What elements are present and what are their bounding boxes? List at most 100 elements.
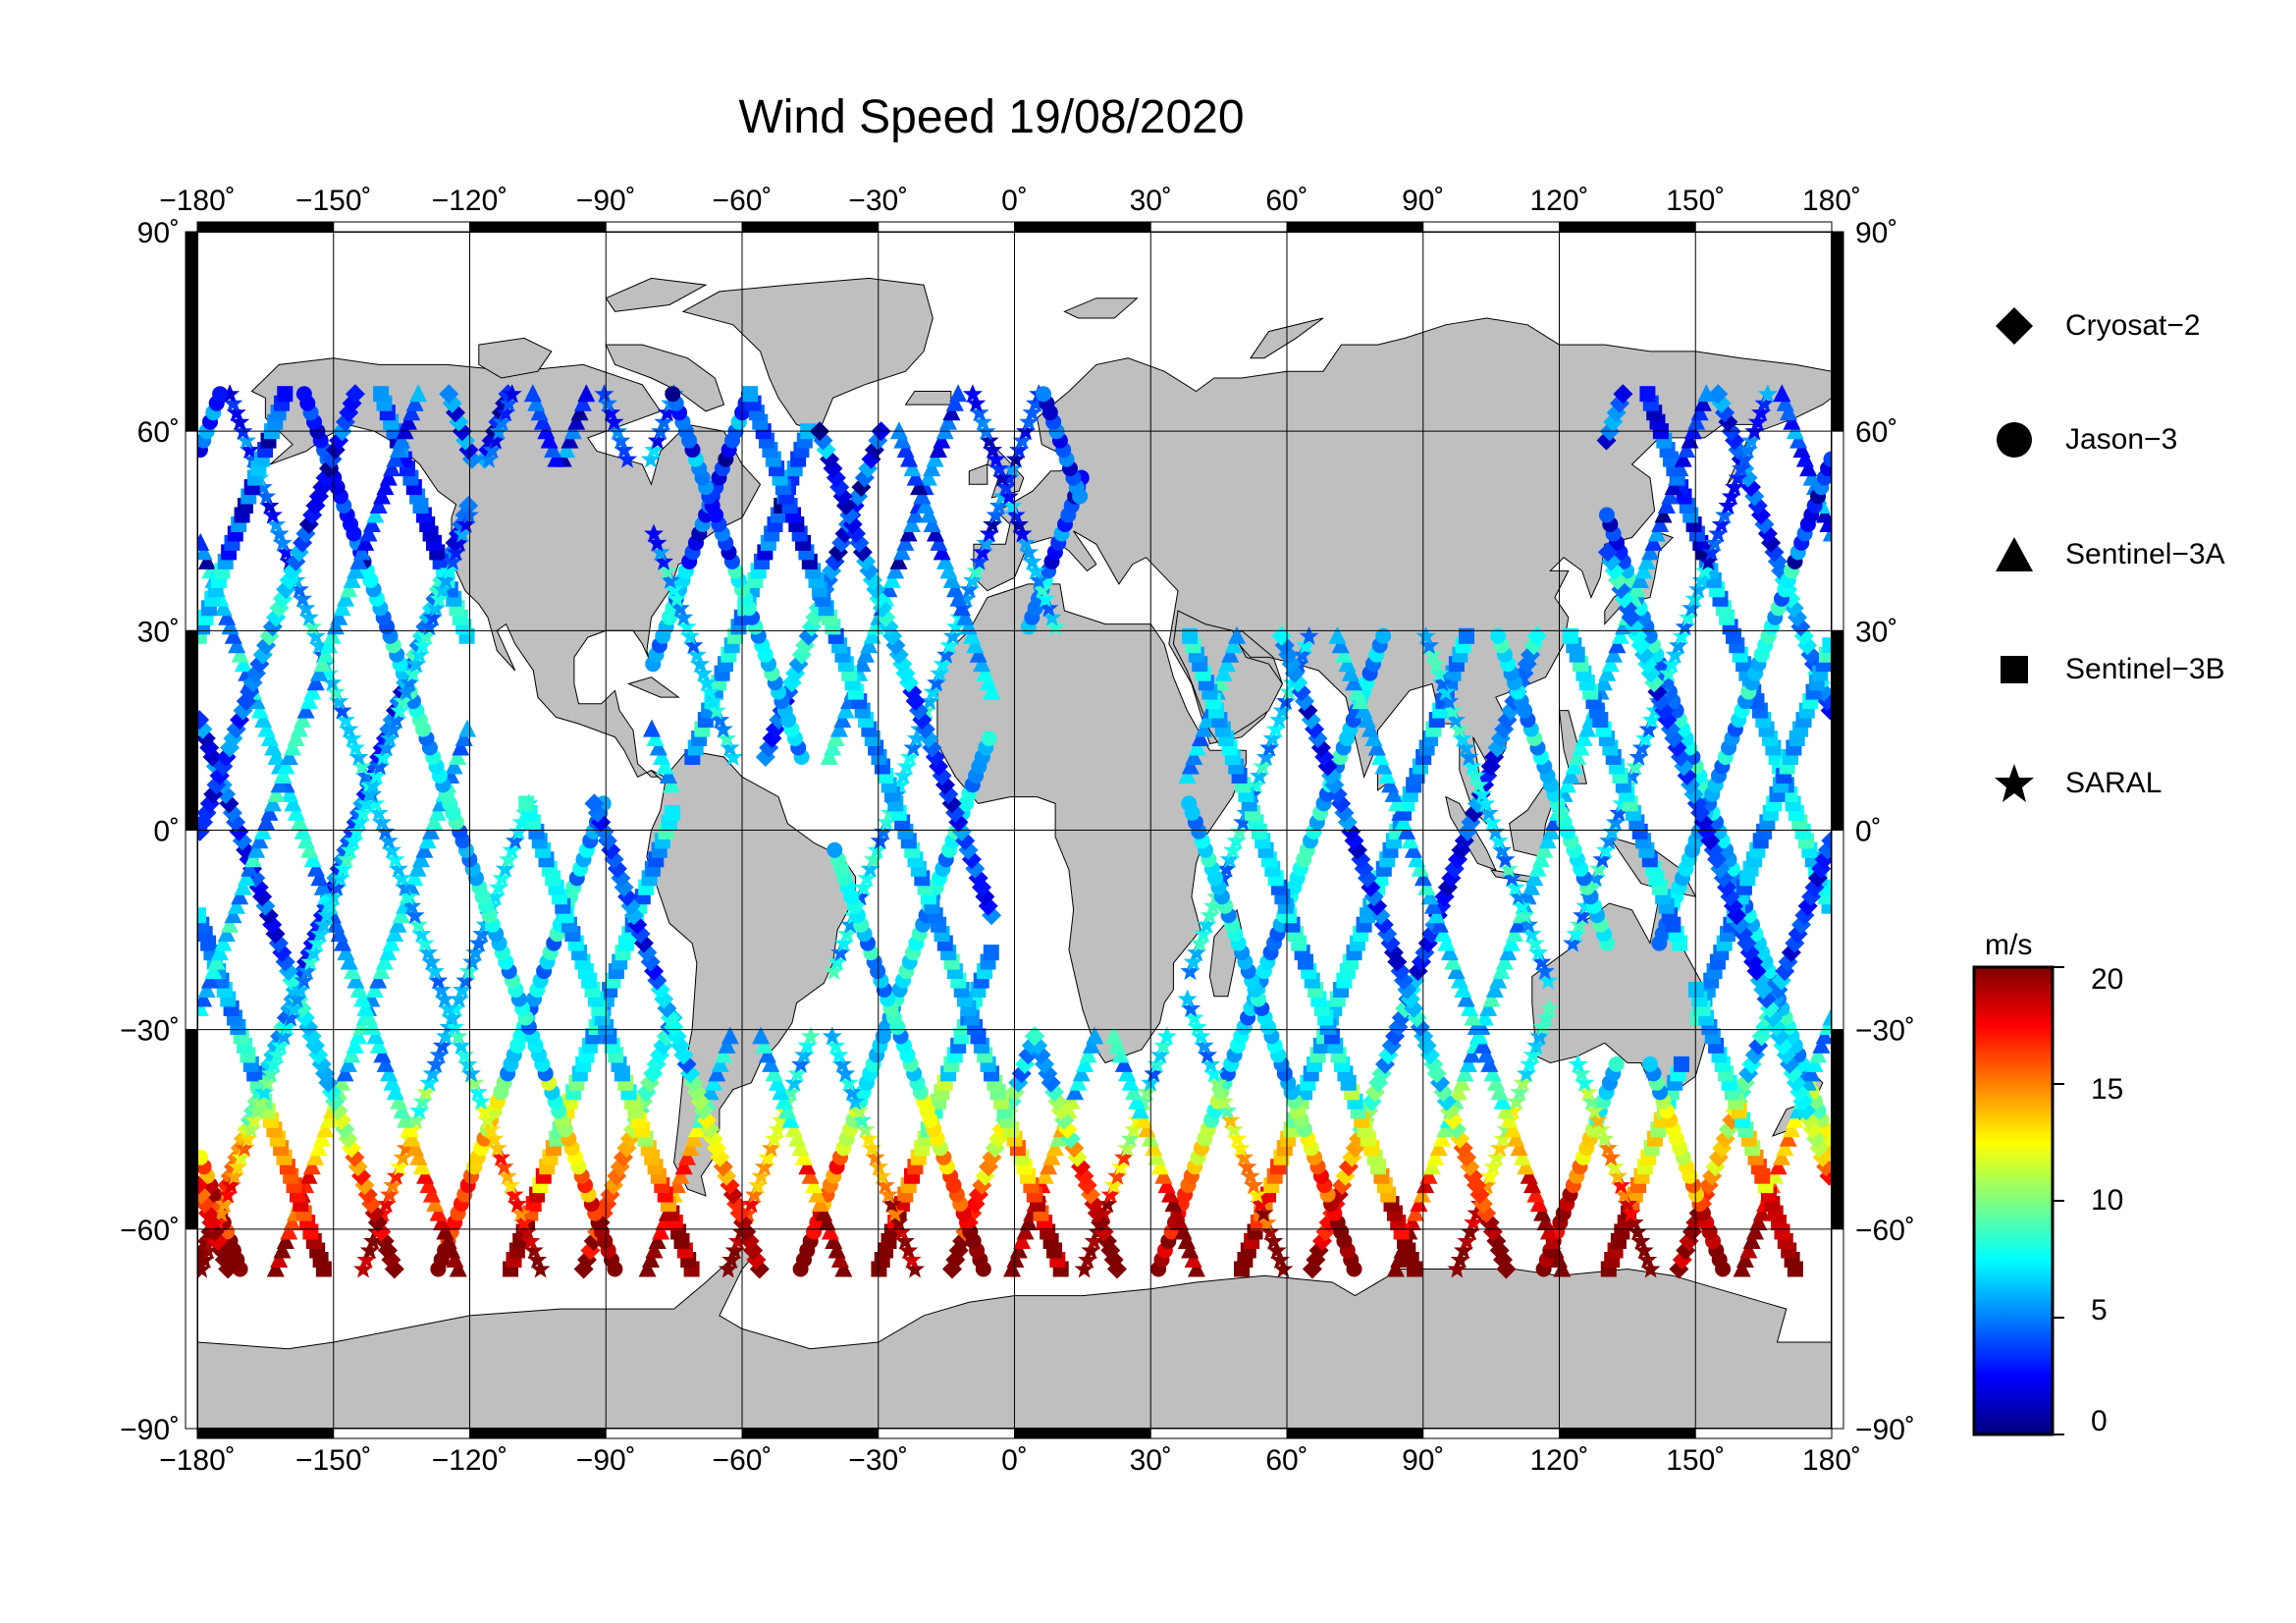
lon-tick-label-top: 0˚ [1001, 185, 1028, 217]
wind-speed-marker [1522, 924, 1542, 944]
wind-speed-marker [1751, 403, 1772, 422]
lat-tick-label-right: 60˚ [1855, 416, 1897, 449]
wind-speed-marker [1611, 625, 1629, 644]
wind-speed-marker [326, 617, 345, 635]
wind-speed-marker [705, 1072, 722, 1091]
wind-speed-marker [284, 737, 302, 756]
wind-speed-marker [408, 858, 427, 877]
wind-speed-marker [1464, 1007, 1482, 1026]
wind-speed-marker [741, 1194, 762, 1214]
wind-speed-marker [1597, 542, 1618, 563]
wind-speed-marker [1718, 496, 1738, 514]
wind-speed-marker [1279, 681, 1300, 701]
wind-speed-marker [330, 868, 350, 888]
wind-speed-marker [1687, 982, 1704, 998]
wind-speed-marker [920, 691, 940, 711]
wind-speed-marker [1131, 1101, 1149, 1119]
wind-speed-marker [197, 710, 210, 730]
wind-speed-marker [744, 1184, 765, 1204]
wind-speed-marker [669, 598, 690, 618]
wind-speed-marker [1546, 1240, 1565, 1259]
wind-speed-marker [386, 1165, 406, 1185]
wind-speed-marker [1563, 933, 1583, 952]
wind-speed-marker [332, 700, 352, 720]
wind-speed-marker [1822, 1007, 1832, 1026]
wind-speed-marker [836, 700, 855, 719]
wind-speed-marker [834, 1259, 853, 1277]
frame-bar-right [1831, 830, 1844, 1031]
wind-speed-marker [992, 467, 1013, 487]
wind-speed-marker [577, 384, 596, 403]
wind-speed-marker [1569, 747, 1586, 765]
wind-speed-marker [1697, 384, 1716, 403]
wind-speed-marker [1483, 1063, 1502, 1082]
wind-speed-marker [690, 654, 711, 674]
wind-speed-marker [790, 1054, 811, 1073]
wind-speed-marker [211, 1203, 232, 1222]
wind-speed-marker [223, 393, 243, 412]
wind-speed-marker [283, 1213, 301, 1231]
wind-speed-marker [1598, 663, 1617, 681]
wind-speed-marker [244, 1109, 265, 1129]
wind-speed-marker [1167, 1203, 1186, 1221]
wind-speed-marker [862, 1138, 882, 1158]
wind-speed-marker [966, 635, 985, 654]
wind-speed-marker [647, 532, 667, 552]
wind-speed-marker [453, 523, 473, 543]
wind-speed-marker [703, 691, 723, 711]
wind-speed-marker [465, 943, 486, 962]
wind-speed-marker [243, 849, 262, 868]
wind-speed-marker [794, 1045, 815, 1064]
wind-speed-marker [487, 1138, 507, 1158]
wind-speed-marker [1013, 1231, 1032, 1249]
wind-speed-marker [382, 933, 400, 951]
wind-speed-marker [1671, 459, 1689, 477]
wind-speed-marker [386, 710, 406, 730]
wind-speed-marker [238, 1128, 258, 1148]
wind-speed-marker [1622, 766, 1642, 784]
wind-speed-marker [665, 804, 681, 821]
wind-speed-marker [1386, 1259, 1405, 1277]
wind-speed-marker [1463, 1045, 1481, 1063]
wind-speed-marker [896, 756, 917, 776]
wind-speed-marker [1444, 951, 1463, 970]
wind-speed-marker [891, 1221, 912, 1241]
wind-speed-marker [319, 663, 340, 682]
lat-tick-label-left: −90˚ [120, 1414, 180, 1446]
frame-bar-top [333, 221, 470, 233]
wind-speed-marker [657, 561, 677, 580]
wind-speed-marker [270, 1250, 289, 1268]
wind-speed-marker [1608, 1055, 1625, 1072]
wind-speed-marker [376, 737, 397, 757]
wind-speed-marker [277, 756, 295, 775]
wind-speed-marker [1002, 459, 1023, 478]
wind-speed-marker [969, 644, 988, 663]
wind-speed-marker [220, 384, 240, 404]
wind-speed-marker [393, 430, 411, 449]
wind-speed-marker [228, 635, 246, 654]
baffin-island [605, 344, 725, 412]
wind-speed-marker [517, 1221, 538, 1241]
wind-speed-marker [1821, 897, 1832, 914]
frame-bar-right [1831, 629, 1844, 831]
wind-speed-marker [1565, 756, 1583, 775]
wind-speed-marker [1528, 858, 1547, 877]
wind-speed-marker [422, 607, 443, 626]
wind-speed-marker [1012, 430, 1033, 450]
wind-speed-marker [1731, 459, 1751, 478]
wind-speed-marker [1502, 868, 1522, 888]
wind-speed-marker [411, 924, 432, 944]
wind-speed-marker [1411, 858, 1429, 877]
wind-speed-marker [393, 1147, 413, 1166]
wind-speed-marker [1665, 644, 1685, 664]
wind-speed-marker [1497, 1101, 1516, 1119]
wind-speed-marker [721, 1026, 739, 1045]
wind-speed-marker [267, 747, 286, 765]
wind-speed-marker [656, 756, 674, 775]
wind-speed-marker [1022, 403, 1042, 422]
wind-speed-marker [1601, 654, 1620, 673]
wind-speed-marker [1103, 1175, 1124, 1195]
wind-speed-marker [284, 999, 304, 1017]
wind-speed-marker [1737, 440, 1758, 460]
wind-speed-marker [1467, 1203, 1487, 1222]
